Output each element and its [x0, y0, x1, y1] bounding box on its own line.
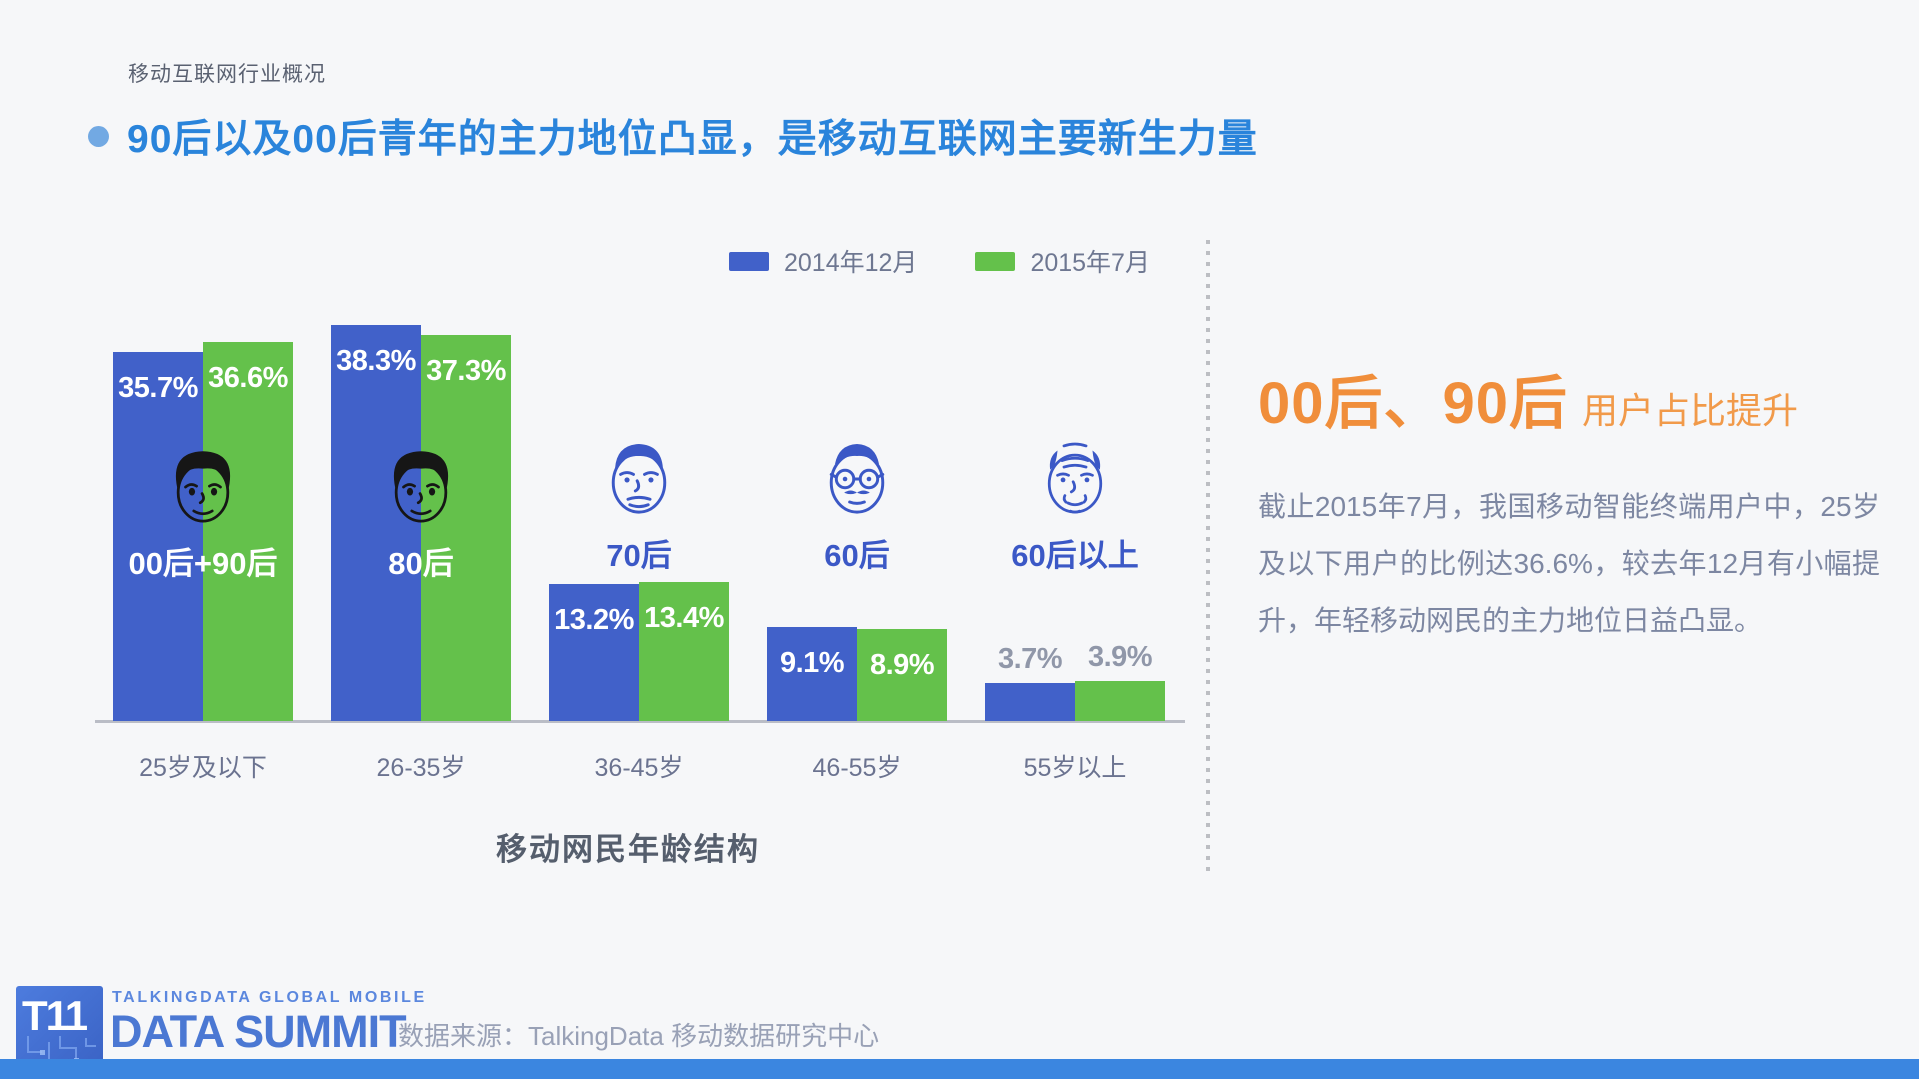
- group-label-3: 60后: [824, 538, 890, 573]
- value-label-2014-2: 13.2%: [554, 604, 634, 636]
- title-row: 90后以及00后青年的主力地位凸显，是移动互联网主要新生力量: [88, 108, 1258, 164]
- category-label-4: 55岁以上: [1023, 754, 1127, 782]
- t11-logo-icon: T11: [16, 986, 103, 1074]
- t11-logo: T11: [16, 986, 103, 1074]
- value-label-2015-1: 37.3%: [426, 355, 506, 387]
- group-label-2: 70后: [606, 538, 672, 573]
- face-icon-glasses-3: [811, 433, 903, 525]
- value-label-2015-3: 8.9%: [869, 649, 935, 681]
- category-label-3: 46-55岁: [812, 754, 902, 782]
- chart-legend: 2014年12月 2015年7月: [729, 243, 1208, 279]
- chart-title: 移动网民年龄结构: [496, 832, 760, 867]
- dotted-divider: [1206, 240, 1210, 875]
- insight-headline-rest: 用户占比提升: [1582, 390, 1799, 431]
- bar-2015-0: [203, 342, 293, 721]
- category-label-1: 26-35岁: [376, 754, 466, 782]
- bar-2014-3: [767, 627, 857, 721]
- insight-body: 截止2015年7月，我国移动智能终端用户中，25岁及以下用户的比例达36.6%，…: [1258, 491, 1880, 636]
- insight-headline: 00后、90后 用户占比提升: [1258, 356, 1798, 440]
- face-icon-young-1: [375, 442, 467, 534]
- legend-label-2014: 2014年12月: [784, 249, 918, 277]
- page-title: 90后以及00后青年的主力地位凸显，是移动互联网主要新生力量: [127, 118, 1258, 161]
- bar-chart: 35.7% 36.6% 00后+90后 38.3% 37.3% 80后 13.2% 13.…: [95, 240, 1185, 723]
- group-label-0: 00后+90后: [128, 546, 278, 581]
- value-label-2014-4: 3.7%: [997, 643, 1063, 675]
- value-label-2014-0: 35.7%: [118, 372, 198, 404]
- logo-tagline: TALKINGDATA GLOBAL MOBILE: [112, 989, 427, 1006]
- category-label-2: 36-45岁: [594, 754, 684, 782]
- logo-wordmark: DATA SUMMIT: [110, 1006, 407, 1057]
- bar-2014-0: [113, 352, 203, 721]
- value-label-2014-1: 38.3%: [336, 345, 416, 377]
- bar-2015-2: [639, 582, 729, 721]
- section-label: 移动互联网行业概况: [128, 63, 326, 86]
- legend-swatch-2014: [729, 251, 769, 271]
- bar-2015-4: [1075, 681, 1165, 721]
- legend-item-2015: 2015年7月: [975, 243, 1150, 279]
- bullet-icon: [88, 125, 109, 147]
- face-icon-young-0: [157, 442, 249, 534]
- bar-2014-2: [549, 584, 639, 721]
- insight-headline-strong: 00后、90后: [1258, 371, 1569, 436]
- svg-text:T11: T11: [22, 992, 88, 1039]
- x-axis-line: [95, 720, 1185, 723]
- group-label-4: 60后以上: [1011, 538, 1139, 573]
- value-label-2014-3: 9.1%: [779, 647, 845, 679]
- face-icon-elderly-4: [1029, 433, 1121, 525]
- bar-2015-3: [857, 629, 947, 721]
- group-label-1: 80后: [388, 546, 454, 581]
- bar-2014-1: [331, 325, 421, 721]
- bar-2014-4: [985, 683, 1075, 721]
- face-icon-adult-2: [593, 433, 685, 525]
- data-source: 数据来源：TalkingData 移动数据研究中心: [398, 1021, 880, 1051]
- value-label-2015-4: 3.9%: [1087, 641, 1153, 673]
- value-label-2015-0: 36.6%: [208, 362, 288, 394]
- category-label-0: 25岁及以下: [139, 754, 267, 782]
- legend-item-2014: 2014年12月: [729, 243, 917, 279]
- legend-swatch-2015: [975, 251, 1016, 271]
- value-label-2015-2: 13.4%: [644, 602, 724, 634]
- legend-label-2015: 2015年7月: [1030, 249, 1150, 277]
- bottom-accent-bar: [0, 1059, 1919, 1079]
- bar-2015-1: [421, 335, 511, 721]
